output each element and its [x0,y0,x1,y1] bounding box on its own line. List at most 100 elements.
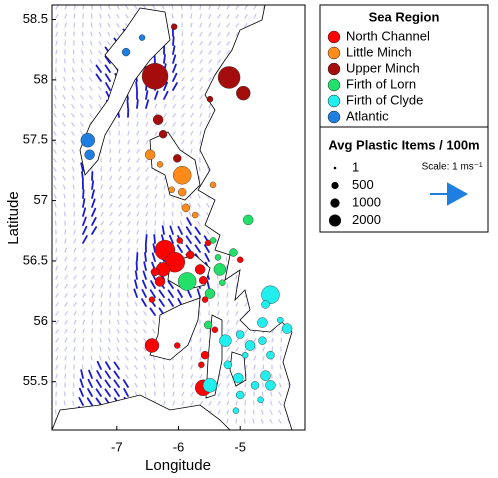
current-arrow [208,59,212,64]
islay-jura [149,297,201,361]
current-arrow [55,346,59,352]
current-arrow [117,310,120,316]
current-arrow [109,184,113,190]
current-arrow [181,76,185,82]
current-arrow [109,221,113,226]
plastic-point [144,149,156,160]
current-arrow [235,274,238,280]
current-arrow [172,72,178,82]
current-arrow [91,275,95,280]
current-arrow [55,31,59,37]
current-arrow [72,184,75,190]
current-arrow [235,329,239,334]
current-arrow [79,378,84,388]
current-arrow [118,148,121,154]
current-arrow [72,391,75,397]
current-arrow [100,211,104,217]
current-arrow [73,319,77,325]
y-tick-label: 56 [34,313,48,328]
current-arrow [172,391,175,397]
current-arrow [127,229,131,235]
current-arrow [136,99,139,109]
current-arrow [190,31,193,37]
current-arrow [127,238,131,244]
y-tick-label: 56.5 [23,252,48,267]
current-arrow [116,13,120,19]
current-arrow [125,14,129,19]
plastic-point [178,187,187,197]
current-arrow [143,320,147,325]
current-arrow [199,130,202,136]
current-arrow [125,374,129,379]
current-arrow [136,185,140,190]
current-arrow [82,216,87,226]
current-arrow [208,13,212,19]
current-arrow [118,175,122,181]
skye [149,131,201,201]
plastic-point [243,214,254,226]
current-arrow [217,301,220,307]
current-arrow [86,397,93,406]
current-arrow [145,90,149,100]
current-arrow [190,401,194,406]
current-arrow [253,364,256,370]
current-arrow [73,13,76,19]
plastic-point [150,267,160,277]
current-arrow [100,202,104,208]
current-arrow [104,361,111,370]
current-arrow [109,230,113,235]
current-arrow [125,310,129,316]
current-arrow [190,139,193,145]
current-arrow [81,49,84,55]
plastic-point [198,276,208,285]
current-arrow [53,175,57,181]
current-arrow [71,113,75,118]
current-arrow [244,382,247,388]
current-arrow [136,121,139,127]
current-arrow [125,338,129,343]
current-arrow [55,355,59,361]
current-arrow [181,86,185,91]
outer-hebrides [79,7,171,176]
current-arrow [82,225,88,235]
current-arrow [278,400,282,406]
current-arrow [226,319,230,325]
current-arrow [235,14,239,19]
current-arrow [226,32,230,37]
current-arrow [145,211,149,217]
current-arrow [181,58,185,64]
current-arrow [100,292,103,298]
current-arrow [261,409,264,415]
current-arrow [199,121,202,127]
x-axis-label: Longitude [145,457,211,474]
current-arrow [99,5,102,10]
current-arrow [81,31,84,37]
current-arrow [108,337,111,343]
current-arrow [81,40,84,46]
current-arrow [244,14,248,19]
plastic-point [261,285,280,304]
current-arrow [143,355,147,361]
current-arrow [91,207,97,217]
current-arrow [127,157,131,163]
scale-label: Scale: 1 ms⁻¹ [422,162,484,173]
current-arrow [62,175,66,181]
current-arrow [109,203,113,208]
current-arrow [53,184,57,190]
current-arrow [116,337,120,343]
current-arrow [171,5,174,10]
plastic-point [260,370,271,381]
current-arrow [126,99,129,109]
current-arrow [152,329,156,334]
current-arrow [89,86,93,91]
current-arrow [252,418,255,424]
current-arrow [55,49,58,55]
current-arrow [64,284,68,289]
current-arrow [127,256,130,262]
plastic-point [258,336,267,345]
current-arrow [100,274,104,280]
current-arrow [55,22,59,28]
legend-marker [327,110,341,124]
current-arrow [91,248,95,253]
current-arrow [107,22,111,28]
